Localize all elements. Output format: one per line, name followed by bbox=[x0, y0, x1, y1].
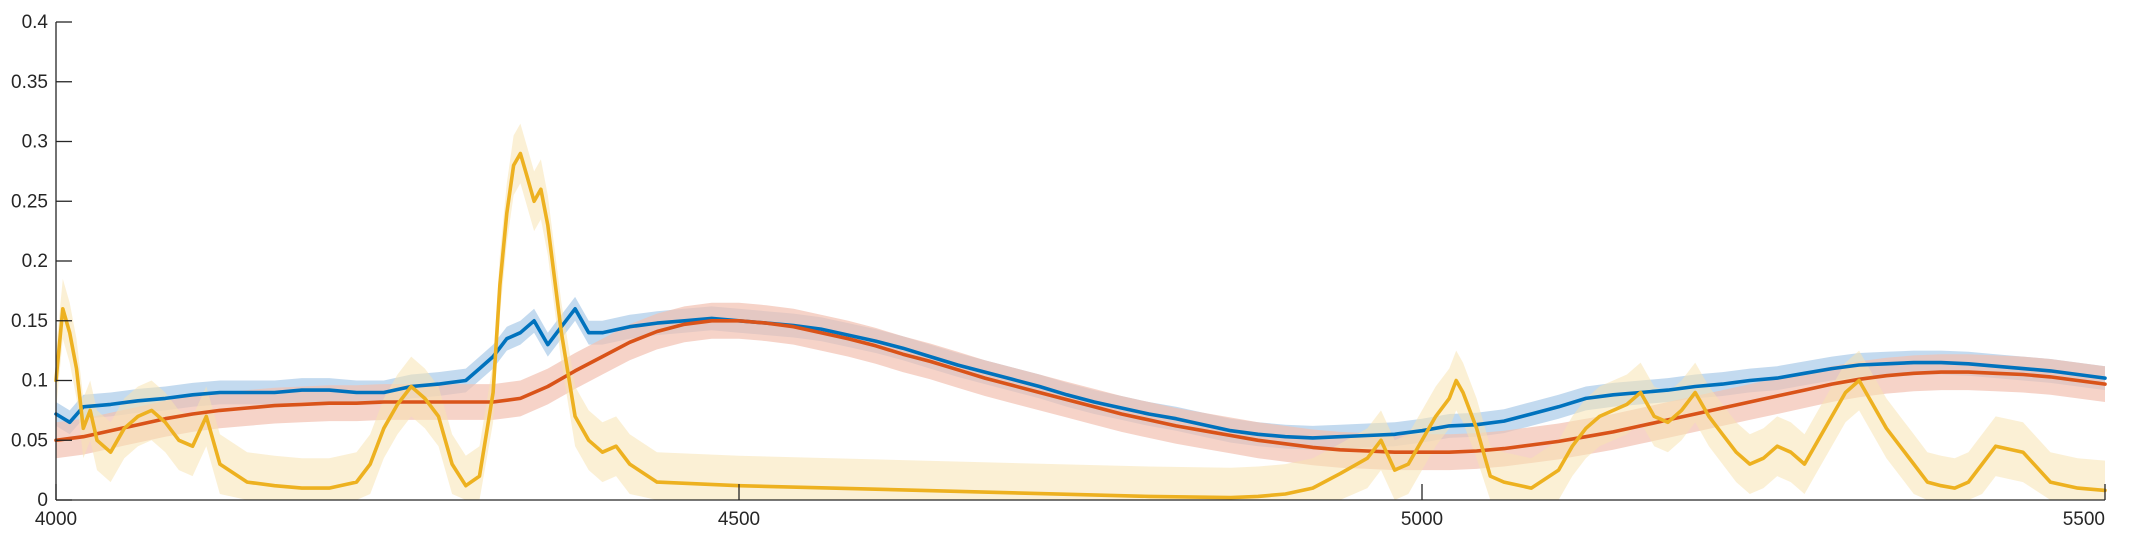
y-tick-label: 0 bbox=[37, 490, 48, 511]
y-tick-label: 0.15 bbox=[11, 311, 48, 332]
y-tick-label: 0.1 bbox=[22, 371, 48, 392]
x-tick-label: 5000 bbox=[1401, 509, 1443, 530]
x-tick-label: 4000 bbox=[35, 509, 77, 530]
y-tick-label: 0.25 bbox=[11, 191, 48, 212]
series-line-blue bbox=[54, 306, 2107, 440]
x-tick-label: 5500 bbox=[2063, 509, 2105, 530]
x-tick-group: 4000 4500 5000 5500 bbox=[35, 484, 2106, 530]
y-tick-label: 0.35 bbox=[11, 72, 48, 93]
band-blue bbox=[56, 296, 2105, 450]
y-tick-label: 0.3 bbox=[22, 132, 48, 153]
confidence-bands bbox=[56, 123, 2105, 500]
x-tick-label: 4500 bbox=[718, 509, 760, 530]
y-tick-label: 0.2 bbox=[22, 251, 48, 272]
y-tick-label: 0.4 bbox=[22, 12, 49, 33]
series-line-yellow bbox=[54, 151, 2107, 500]
y-tick-group: 0 0.05 0.1 0.15 0.2 0.25 0.3 0.35 0.4 bbox=[11, 12, 72, 511]
series-lines bbox=[54, 151, 2107, 500]
y-tick-label: 0.05 bbox=[11, 430, 48, 451]
band-yellow bbox=[56, 123, 2105, 500]
